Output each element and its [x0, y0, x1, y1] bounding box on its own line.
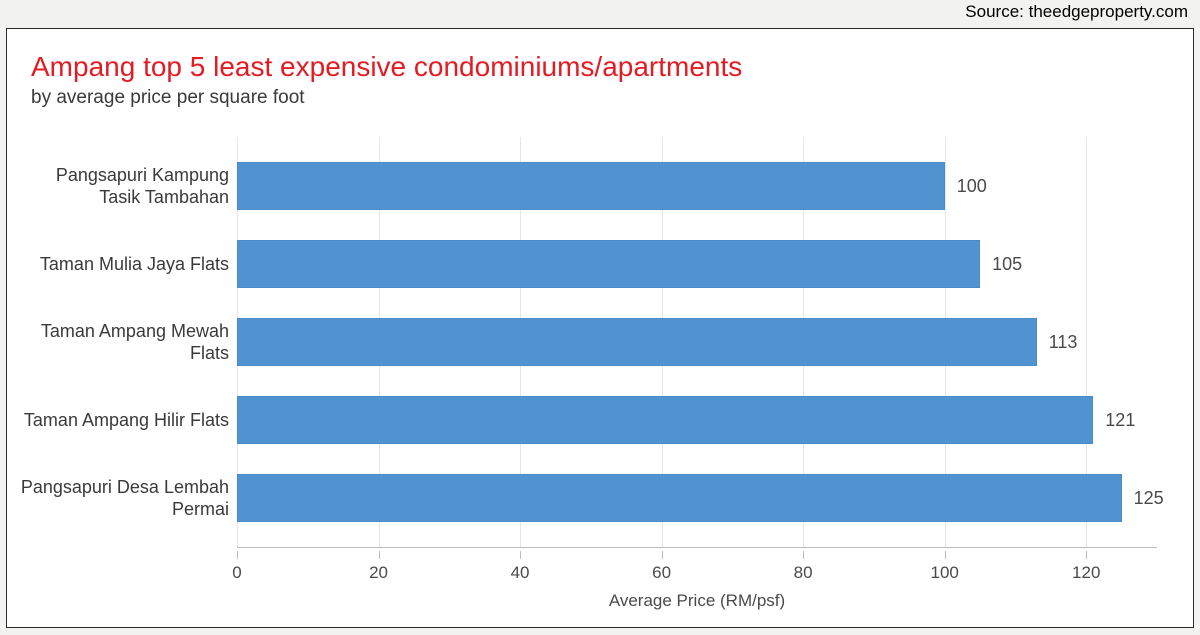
x-tick-label: 20	[369, 563, 388, 583]
x-tick	[945, 551, 946, 559]
chart-card: Ampang top 5 least expensive condominium…	[6, 28, 1194, 628]
bar	[237, 162, 945, 210]
bar-value-label: 113	[1041, 318, 1078, 366]
bar	[237, 396, 1093, 444]
bar	[237, 474, 1122, 522]
x-tick	[803, 551, 804, 559]
bar-value-label: 121	[1097, 396, 1135, 444]
x-tick-label: 120	[1072, 563, 1100, 583]
x-axis-line	[237, 547, 1157, 548]
bar	[237, 240, 980, 288]
x-tick-label: 60	[652, 563, 671, 583]
bar-value-label: 100	[949, 162, 987, 210]
category-label: Pangsapuri Desa Lembah Permai	[19, 474, 229, 522]
bar	[237, 318, 1037, 366]
x-tick-label: 80	[794, 563, 813, 583]
x-tick	[379, 551, 380, 559]
chart-title: Ampang top 5 least expensive condominium…	[31, 51, 742, 83]
bar-value-label: 105	[984, 240, 1022, 288]
category-label: Taman Ampang Mewah Flats	[19, 318, 229, 366]
x-tick	[1086, 551, 1087, 559]
x-tick-label: 100	[931, 563, 959, 583]
category-label: Pangsapuri Kampung Tasik Tambahan	[19, 162, 229, 210]
x-tick-label: 0	[232, 563, 241, 583]
x-axis-title: Average Price (RM/psf)	[237, 591, 1157, 611]
x-tick-label: 40	[511, 563, 530, 583]
chart-subtitle: by average price per square foot	[31, 87, 305, 109]
category-label: Taman Mulia Jaya Flats	[19, 240, 229, 288]
bar-value-label: 125	[1126, 474, 1164, 522]
x-tick	[237, 551, 238, 559]
x-tick	[662, 551, 663, 559]
source-attribution: Source: theedgeproperty.com	[965, 2, 1188, 22]
category-label: Taman Ampang Hilir Flats	[19, 396, 229, 444]
chart-plot-area: 020406080100120 100105113121125 Average …	[237, 137, 1157, 547]
x-tick	[520, 551, 521, 559]
